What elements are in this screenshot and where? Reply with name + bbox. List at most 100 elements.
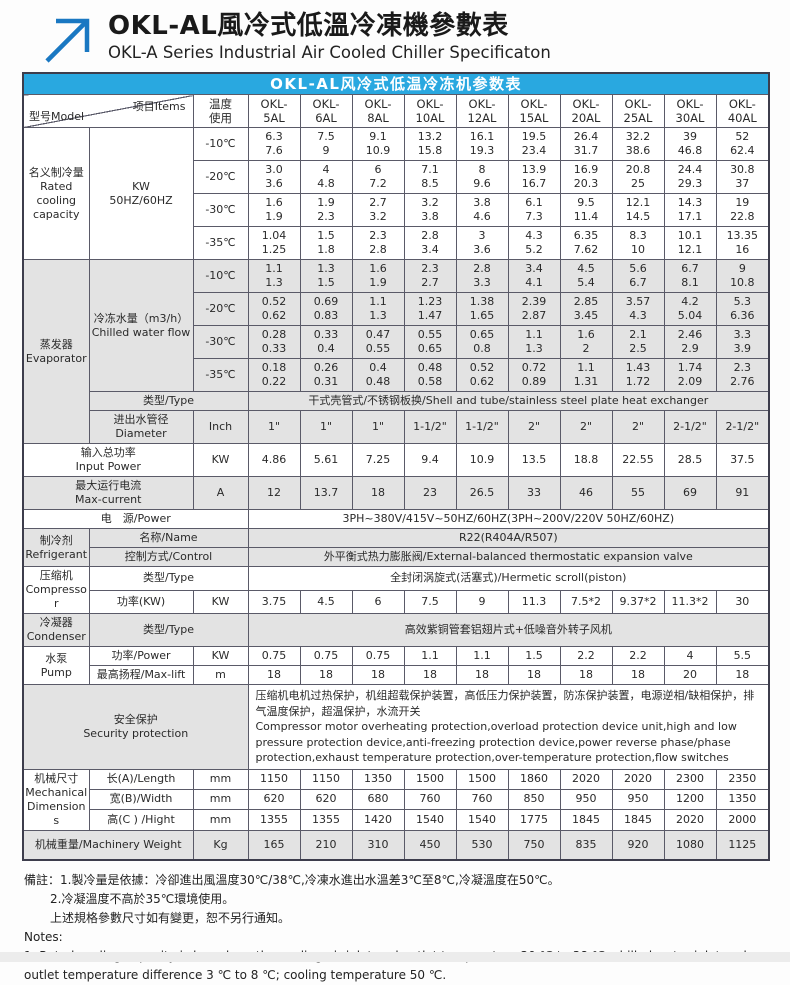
spec-value: 165 <box>247 829 301 860</box>
unit-kw: KW <box>192 646 249 666</box>
spec-value: 18 <box>247 665 301 685</box>
spec-value: 22.55 <box>611 443 665 477</box>
spec-table-wrap: OKL-AL风冷式低温冷冻机参数表 型号Model 项目Items 温度 使用 OKL- 5… <box>0 64 790 861</box>
spec-value: 4 <box>663 646 717 666</box>
spec-value: 1" <box>351 410 405 444</box>
spec-value: 620 <box>299 788 353 811</box>
page-title: OKL-AL風冷式低溫冷凍機參數表 <box>108 11 509 41</box>
section-rated-cooling-capacity: 名义制冷量 Rated cooling capacity <box>22 127 90 260</box>
spec-value: 0.33 0.4 <box>299 325 353 359</box>
spec-value: 7.5 9 <box>299 127 353 161</box>
temp-minus-35: -35℃ <box>192 358 249 392</box>
spec-value: 6.7 8.1 <box>663 259 717 293</box>
spec-value: 8 9.6 <box>455 160 509 194</box>
spec-value: 39 46.8 <box>663 127 717 161</box>
spec-value: 10.9 <box>455 443 509 477</box>
table-row: 进出水管径 Diameter Inch 1" 1" 1" 1-1/2" 1-1/2" 2" 2" 2… <box>23 410 770 444</box>
spec-value: 9.4 <box>403 443 457 477</box>
spec-value: 3.0 3.6 <box>247 160 301 194</box>
spec-value: 6 7.2 <box>351 160 405 194</box>
spec-value: 2" <box>559 410 613 444</box>
notes-label: Notes: <box>24 929 63 944</box>
table-row: 机械重量/Machinery Weight Kg 165 210 310 450 530 75… <box>22 829 770 860</box>
spec-value: 3.4 4.1 <box>507 259 561 293</box>
spec-value: 1150 <box>247 768 301 790</box>
spec-value: 13.9 16.7 <box>507 160 561 194</box>
label-pipe-diameter: 进出水管径 Diameter <box>88 410 194 444</box>
temp-minus-10: -10℃ <box>192 127 249 161</box>
spec-value: 1" <box>247 410 301 444</box>
unit-m: m <box>192 665 249 685</box>
spec-value: 450 <box>403 829 457 860</box>
spec-value: 950 <box>559 788 613 811</box>
spec-value: 19.5 23.4 <box>507 127 561 161</box>
spec-value: 52 62.4 <box>715 127 770 161</box>
spec-value: 11.3 <box>507 589 561 614</box>
spec-value: 1.23 1.47 <box>403 292 457 326</box>
arrow-up-right-icon <box>45 18 90 63</box>
unit-mm: mm <box>192 809 249 831</box>
table-row: 功率(KW) KW 3.75 4.5 6 7.5 9 11.3 7.5*2 9.37*2 11.3*… <box>23 589 770 614</box>
spec-value: 7.1 8.5 <box>403 160 457 194</box>
spec-value: 3.57 4.3 <box>611 292 665 326</box>
spec-value: 13.2 15.8 <box>403 127 457 161</box>
spec-value: 19 22.8 <box>715 193 770 227</box>
temp-minus-30: -30℃ <box>192 193 249 227</box>
spec-value: 1.1 1.3 <box>247 259 301 293</box>
table-row: 制冷剂 Refrigerant 名称/Name R22(R404A/R507) <box>22 528 770 567</box>
spec-value: 1500 <box>403 768 457 790</box>
page-bottom-strip <box>0 952 790 962</box>
spec-value: 1-1/2" <box>403 410 457 444</box>
spec-value: 69 <box>663 476 717 510</box>
unit-mm: mm <box>192 788 249 811</box>
table-row: 机械尺寸 Mechanical Dimensions 长(A)/Length mm 115… <box>22 768 770 831</box>
spec-value: 2.3 2.7 <box>403 259 457 293</box>
label-length: 长(A)/Length <box>88 768 194 790</box>
spec-value: 1355 <box>299 809 353 831</box>
spec-value: 2020 <box>559 768 613 790</box>
spec-value: 4 4.8 <box>299 160 353 194</box>
model-header-okl-6al: OKL- 6AL <box>299 94 353 128</box>
spec-value: 2" <box>611 410 665 444</box>
spec-value: 0.75 <box>299 646 353 666</box>
label-height: 高(C ) /Hight <box>88 809 194 831</box>
spec-value: 850 <box>507 788 561 811</box>
evaporator-type-value: 干式壳管式/不锈钢板换/Shell and tube/stainless ste… <box>247 391 770 411</box>
spec-value: 18 <box>351 476 405 510</box>
spec-value: 2000 <box>715 809 770 831</box>
unit-kg: Kg <box>192 829 249 860</box>
compressor-type-value: 全封闭涡旋式(活塞式)/Hermetic scroll(piston) <box>247 566 770 591</box>
spec-value: 1860 <box>507 768 561 790</box>
spec-value: 30.8 37 <box>715 160 770 194</box>
title-block: OKL-AL風冷式低溫冷凍機參數表 OKL-A Series Industria… <box>108 10 551 64</box>
spec-value: 18 <box>403 665 457 685</box>
table-row: 名义制冷量 Rated cooling capacity KW 50HZ/60HZ -10℃… <box>22 127 770 260</box>
unit-a: A <box>192 476 249 510</box>
table-row: -20℃ 0.52 0.62 0.69 0.83 1.1 1.3 1.23 1.47 1.38 1.… <box>23 292 770 326</box>
power-supply-value: 3PH~380V/415V~50HZ/60HZ(3PH~200V/220V 50… <box>247 509 770 529</box>
spec-value: 1540 <box>403 809 457 831</box>
spec-value: 2.1 2.5 <box>611 325 665 359</box>
spec-value: 0.72 0.89 <box>507 358 561 392</box>
spec-value: 4.3 5.2 <box>507 226 561 260</box>
spec-value: 16.1 19.3 <box>455 127 509 161</box>
spec-value: 2300 <box>663 768 717 790</box>
spec-value: 680 <box>351 788 405 811</box>
spec-value: 620 <box>247 788 301 811</box>
spec-value: 1.5 1.8 <box>299 226 353 260</box>
spec-value: 0.52 0.62 <box>247 292 301 326</box>
spec-value: 9 <box>455 589 509 614</box>
spec-value: 1.38 1.65 <box>455 292 509 326</box>
section-pump: 水泵 Pump <box>22 646 90 685</box>
model-header-okl-40al: OKL- 40AL <box>715 94 770 128</box>
spec-value: 3.2 3.8 <box>403 193 457 227</box>
spec-value: 920 <box>611 829 665 860</box>
section-condenser: 冷凝器 Condenser <box>22 613 90 647</box>
spec-value: 8.3 10 <box>611 226 665 260</box>
spec-value: 2350 <box>715 768 770 790</box>
spec-value: 1125 <box>715 829 770 860</box>
spec-value: 1420 <box>351 809 405 831</box>
model-header-okl-30al: OKL- 30AL <box>663 94 717 128</box>
spec-value: 32.2 38.6 <box>611 127 665 161</box>
notes: 備註：1.製冷量是依據：冷卻進出風溫度30℃/38℃,冷凍水進出水溫差3℃至8℃… <box>0 861 790 985</box>
